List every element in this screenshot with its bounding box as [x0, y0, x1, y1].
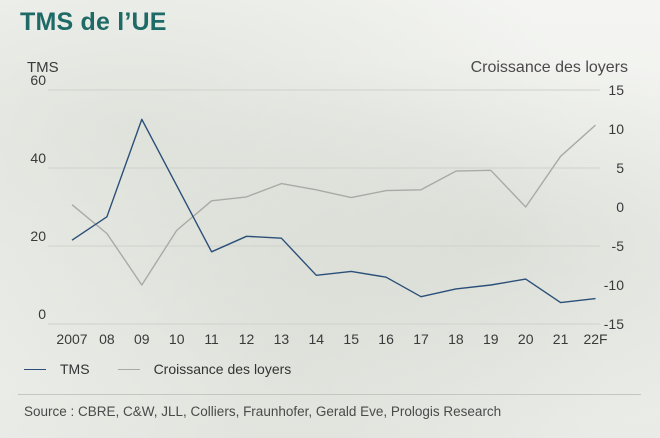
- legend: TMS Croissance des loyers: [24, 359, 319, 379]
- legend-item-loyers: Croissance des loyers: [117, 361, 292, 377]
- right-axis-label: Croissance des loyers: [470, 59, 628, 76]
- x-tick-label: 17: [413, 331, 429, 347]
- right-tick-label: 10: [608, 121, 624, 137]
- x-tick-label: 13: [274, 331, 290, 347]
- x-tick-label: 20: [518, 331, 534, 347]
- right-tick-label: -15: [604, 316, 624, 332]
- right-axis-ticks: -15 -10 -5 0 5 10 15: [604, 82, 624, 332]
- left-axis-label: TMS: [27, 59, 59, 76]
- x-tick-label: 09: [134, 331, 150, 347]
- series-line-loyers: [71, 124, 596, 286]
- right-tick-label: 0: [616, 199, 624, 215]
- x-tick-label: 12: [239, 331, 255, 347]
- x-tick-label: 10: [169, 331, 185, 347]
- left-tick-label: 0: [38, 306, 46, 322]
- left-axis-ticks: 0 20 40 60: [30, 72, 46, 322]
- legend-label-tms: TMS: [60, 361, 90, 377]
- legend-label-loyers: Croissance des loyers: [153, 361, 292, 377]
- x-tick-label: 21: [553, 331, 569, 347]
- x-axis-ticks: 2007 08 09 10 11 12 13 14 15 16 17 18 19 20 21 22F: [56, 331, 607, 347]
- left-tick-label: 20: [30, 228, 46, 244]
- gridlines: [48, 89, 600, 325]
- x-tick-label: 11: [204, 331, 219, 347]
- x-tick-label: 15: [343, 331, 359, 347]
- x-tick-label: 2007: [56, 331, 87, 347]
- right-tick-label: -10: [604, 277, 624, 293]
- x-tick-label: 14: [309, 331, 325, 347]
- divider-line: [18, 394, 641, 395]
- series-line-tms: [71, 118, 596, 304]
- legend-swatch-loyers: [117, 368, 140, 370]
- legend-item-tms: TMS: [24, 361, 90, 377]
- x-tick-label: 16: [378, 331, 394, 347]
- chart-title: TMS de l’UE: [20, 8, 167, 36]
- x-tick-label: 08: [99, 331, 115, 347]
- left-tick-label: 60: [30, 72, 46, 88]
- source-note: Source : CBRE, C&W, JLL, Colliers, Fraun…: [24, 404, 502, 419]
- legend-swatch-tms: [24, 368, 46, 370]
- right-tick-label: -5: [612, 238, 625, 254]
- left-tick-label: 40: [30, 150, 46, 166]
- x-tick-label: 19: [483, 331, 499, 347]
- x-tick-label: 18: [448, 331, 464, 347]
- x-tick-label: 22F: [583, 331, 607, 347]
- right-tick-label: 5: [616, 160, 624, 176]
- right-tick-label: 15: [608, 82, 624, 98]
- series-lines: [71, 118, 596, 304]
